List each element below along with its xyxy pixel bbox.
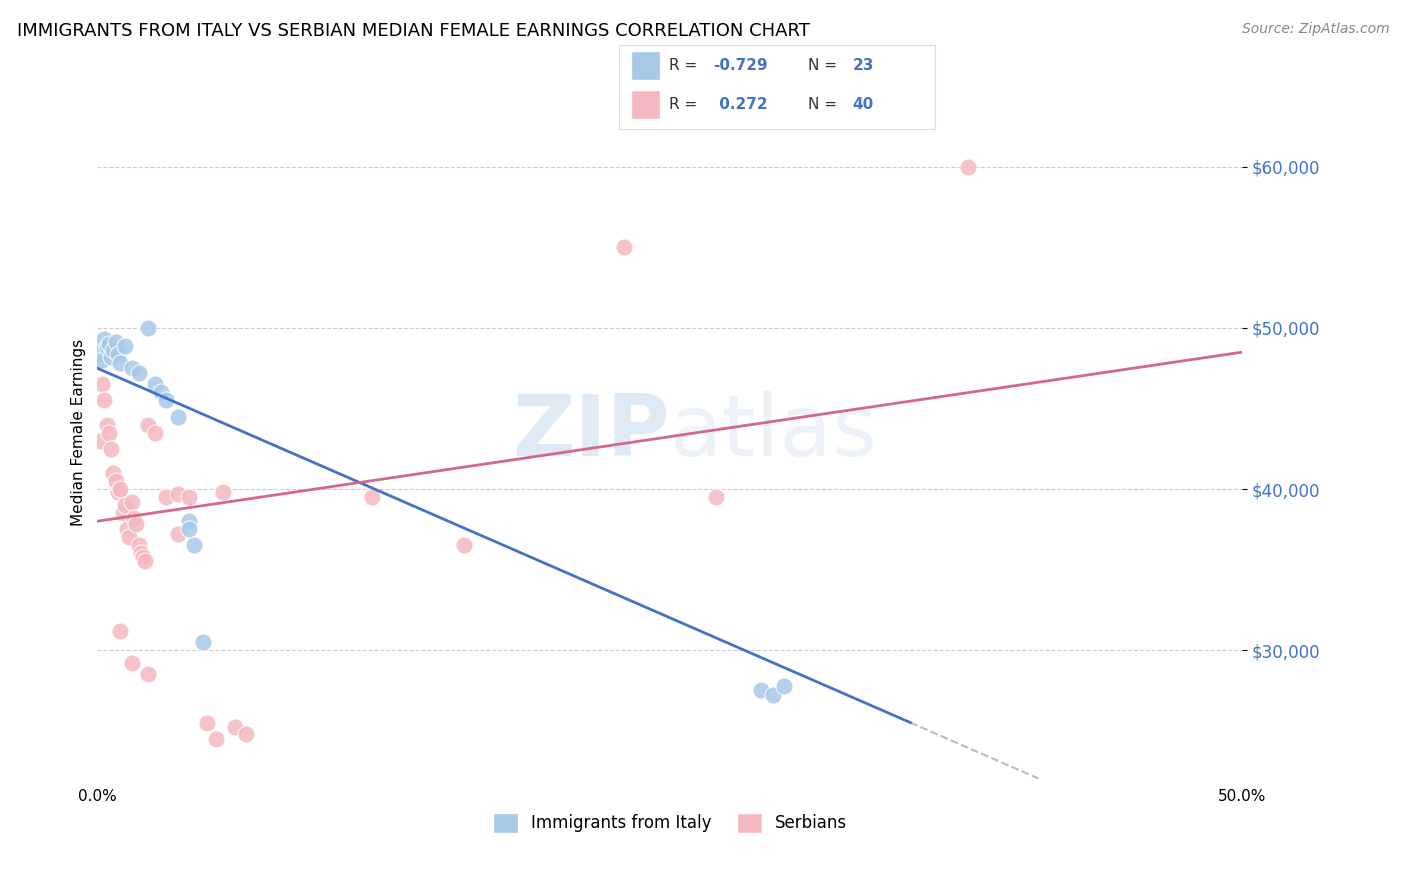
Point <box>191 635 214 649</box>
Point <box>110 482 132 496</box>
Point <box>110 356 132 370</box>
Point <box>166 527 188 541</box>
Point <box>361 490 384 504</box>
Y-axis label: Median Female Earnings: Median Female Earnings <box>72 339 86 526</box>
Point <box>235 727 257 741</box>
Point <box>224 720 246 734</box>
Point <box>89 434 111 448</box>
Point <box>107 347 129 361</box>
Point <box>96 417 118 432</box>
Point <box>121 361 143 376</box>
Bar <box>631 89 659 120</box>
Point <box>90 377 112 392</box>
Text: 0.272: 0.272 <box>713 97 768 112</box>
Point <box>107 485 129 500</box>
Point <box>110 624 132 638</box>
Text: R =: R = <box>669 58 703 73</box>
Point <box>121 495 143 509</box>
Point <box>177 490 200 504</box>
Point <box>128 366 150 380</box>
Point <box>212 485 235 500</box>
Text: IMMIGRANTS FROM ITALY VS SERBIAN MEDIAN FEMALE EARNINGS CORRELATION CHART: IMMIGRANTS FROM ITALY VS SERBIAN MEDIAN … <box>17 22 810 40</box>
Point <box>100 442 122 456</box>
Text: 40: 40 <box>852 97 875 112</box>
Point <box>97 425 120 440</box>
Point <box>122 511 145 525</box>
Point <box>166 487 188 501</box>
Point <box>177 514 200 528</box>
Point <box>111 506 134 520</box>
Text: ZIP: ZIP <box>512 391 669 475</box>
Point <box>115 522 138 536</box>
Point <box>93 332 115 346</box>
Text: 23: 23 <box>852 58 875 73</box>
Point <box>132 549 155 564</box>
Point <box>613 240 636 254</box>
Point <box>125 517 148 532</box>
Point <box>93 393 115 408</box>
Point <box>453 538 475 552</box>
Point <box>100 350 122 364</box>
Point <box>143 377 166 392</box>
Point <box>104 474 127 488</box>
Point <box>103 343 125 358</box>
Point <box>751 683 773 698</box>
Point <box>121 656 143 670</box>
Point <box>136 417 159 432</box>
Point <box>97 337 120 351</box>
Point <box>166 409 188 424</box>
Legend: Immigrants from Italy, Serbians: Immigrants from Italy, Serbians <box>492 813 846 833</box>
Text: R =: R = <box>669 97 703 112</box>
Text: Source: ZipAtlas.com: Source: ZipAtlas.com <box>1241 22 1389 37</box>
Point <box>114 339 136 353</box>
Point <box>128 538 150 552</box>
Point <box>104 335 127 350</box>
Bar <box>631 51 659 80</box>
Point <box>89 345 111 359</box>
Point <box>90 353 112 368</box>
Point <box>136 667 159 681</box>
Point <box>114 498 136 512</box>
Point <box>118 530 141 544</box>
Point <box>96 340 118 354</box>
Point <box>762 688 785 702</box>
Point <box>773 679 796 693</box>
Text: N =: N = <box>808 97 842 112</box>
Point <box>177 522 200 536</box>
Text: -0.729: -0.729 <box>713 58 768 73</box>
Point <box>177 39 200 54</box>
Point <box>183 538 205 552</box>
Point <box>134 554 156 568</box>
Point <box>704 490 727 504</box>
Text: N =: N = <box>808 58 842 73</box>
Point <box>205 731 228 746</box>
Point <box>103 466 125 480</box>
Point <box>129 546 152 560</box>
Point <box>150 385 173 400</box>
Point <box>956 160 979 174</box>
Text: atlas: atlas <box>669 391 877 475</box>
Point <box>155 393 177 408</box>
Point <box>155 490 177 504</box>
Point <box>195 715 218 730</box>
Point <box>143 425 166 440</box>
Point <box>136 321 159 335</box>
